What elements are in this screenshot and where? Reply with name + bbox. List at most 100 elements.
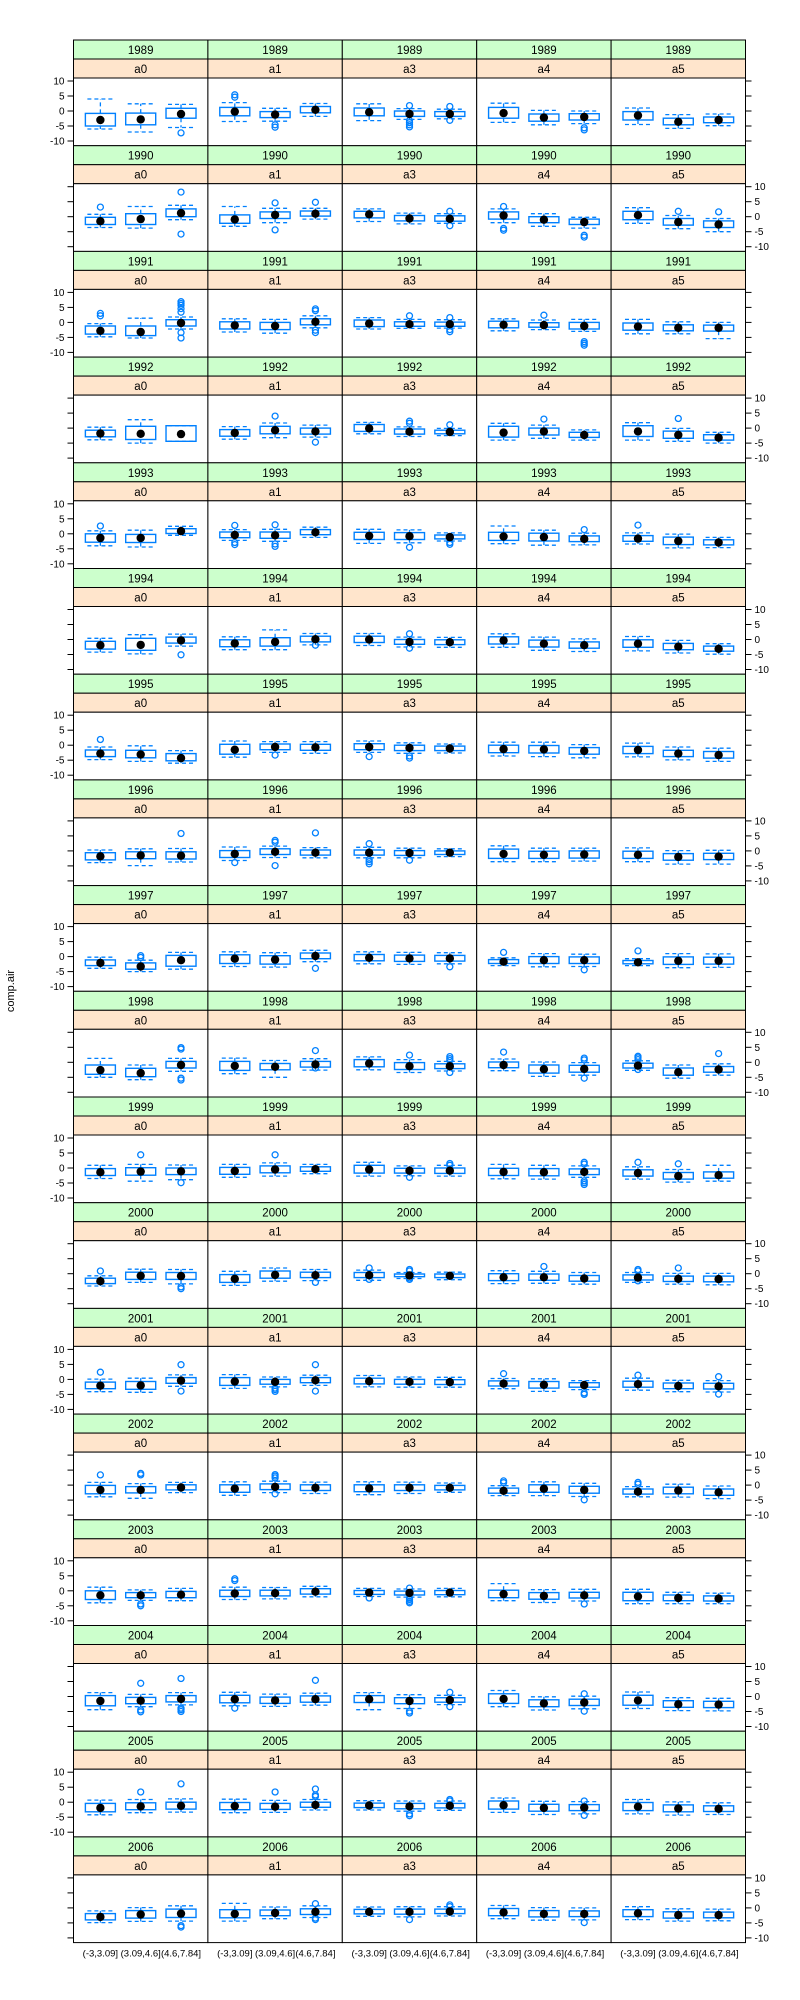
panel	[610, 1134, 746, 1204]
strip-year-label: 2004	[128, 1631, 154, 1643]
strip-year-label: 1998	[397, 996, 423, 1008]
box-iqr	[165, 425, 197, 443]
x-category-label: (4.6,7.84]	[699, 1949, 739, 1960]
strip-category-label: a0	[134, 1861, 147, 1873]
outlier-point	[499, 1048, 508, 1056]
y-tick-label: -10	[755, 454, 770, 465]
median-dot	[364, 531, 374, 541]
outlier-point	[405, 312, 414, 320]
box-iqr	[84, 1064, 117, 1076]
median-dot	[230, 639, 239, 648]
outlier-point	[499, 202, 508, 211]
y-tick-label: 5	[755, 1254, 761, 1265]
y-tick-label: 10	[53, 1134, 65, 1145]
outlier-point	[499, 1479, 508, 1487]
strip-category-label: a3	[403, 593, 416, 605]
strip-year-label: 1990	[397, 151, 423, 163]
y-tick-label: -5	[755, 861, 764, 872]
outlier-point	[177, 1923, 185, 1931]
strip-category-label: a3	[403, 1121, 416, 1133]
strip-category-label: a0	[134, 593, 147, 605]
strip-category-label: a0	[134, 170, 147, 182]
median-dot	[364, 1165, 374, 1174]
y-tick-label: -5	[755, 439, 764, 450]
outlier-point	[405, 856, 414, 864]
x-category-label: (3.09,4.6]	[658, 1949, 698, 1960]
y-tick-label: -5	[755, 1707, 764, 1718]
outlier-point	[580, 1496, 588, 1504]
strip-year-label: 1993	[531, 468, 557, 480]
median-dot	[499, 428, 508, 437]
median-dot	[633, 1802, 643, 1811]
median-dot	[136, 1167, 145, 1176]
median-dot	[270, 1377, 280, 1387]
median-dot	[405, 427, 414, 436]
median-dot	[230, 1377, 239, 1386]
median-dot	[230, 954, 239, 963]
x-category-label: (3.09,4.6]	[524, 1949, 564, 1960]
median-dot	[311, 1060, 320, 1069]
median-dot	[674, 852, 683, 862]
median-dot	[136, 1068, 145, 1078]
median-dot	[674, 1804, 683, 1813]
y-tick-label: -5	[755, 1496, 764, 1507]
outlier-point	[674, 1264, 682, 1272]
strip-year-label: 2003	[666, 1525, 692, 1537]
median-dot	[445, 1695, 455, 1705]
strip-year-label: 1993	[128, 468, 154, 480]
strip-year-label: 1998	[531, 996, 557, 1008]
strip-year-label: 1989	[262, 45, 288, 57]
y-tick-label: 10	[53, 499, 65, 510]
median-dot	[176, 109, 186, 119]
median-dot	[539, 320, 549, 330]
median-dot	[96, 1912, 105, 1922]
median-dot	[674, 1486, 683, 1495]
x-category-label: (-3,3.09]	[351, 1949, 386, 1960]
median-dot	[674, 1274, 683, 1284]
strip-category-label: a4	[538, 1544, 551, 1556]
strip-year-label: 1992	[397, 362, 423, 374]
strip-year-label: 1994	[531, 574, 557, 586]
y-tick-label: -10	[755, 1088, 770, 1099]
box-iqr	[487, 425, 520, 438]
median-dot	[539, 639, 549, 648]
y-tick-label: 10	[53, 77, 65, 88]
strip-year-label: 1999	[531, 1102, 557, 1114]
median-dot	[539, 532, 549, 542]
median-dot	[633, 111, 643, 120]
y-tick-label: -10	[50, 1405, 65, 1416]
strip-year-label: 2000	[397, 1208, 423, 1220]
median-dot	[364, 742, 374, 752]
outlier-point	[446, 102, 454, 111]
median-dot	[136, 429, 145, 438]
median-dot	[96, 958, 105, 968]
median-dot	[539, 113, 549, 122]
median-dot	[136, 214, 145, 224]
strip-category-label: a1	[269, 381, 282, 393]
median-dot	[499, 1379, 508, 1388]
y-tick-label: -10	[50, 771, 65, 782]
strip-year-label: 1999	[262, 1102, 288, 1114]
median-dot	[499, 636, 508, 645]
median-dot	[270, 1589, 280, 1598]
median-dot	[405, 1271, 414, 1280]
median-dot	[364, 1271, 374, 1280]
y-tick-label: -10	[755, 1722, 770, 1733]
median-dot	[445, 320, 455, 329]
strip-category-label: a0	[134, 1544, 147, 1556]
outlier-point	[714, 1390, 723, 1398]
outlier-point	[580, 1160, 588, 1168]
strip-category-label: a3	[403, 804, 416, 816]
median-dot	[270, 1062, 280, 1072]
strip-category-label: a1	[269, 804, 282, 816]
outlier-point	[714, 208, 723, 216]
y-tick-label: -10	[50, 982, 65, 993]
median-dot	[539, 1380, 549, 1390]
outlier-point	[714, 1373, 723, 1381]
y-tick-label: 0	[59, 952, 65, 963]
median-dot	[580, 1380, 589, 1390]
strip-year-label: 1997	[397, 891, 423, 903]
outlier-point	[177, 1285, 185, 1293]
median-dot	[445, 848, 455, 857]
